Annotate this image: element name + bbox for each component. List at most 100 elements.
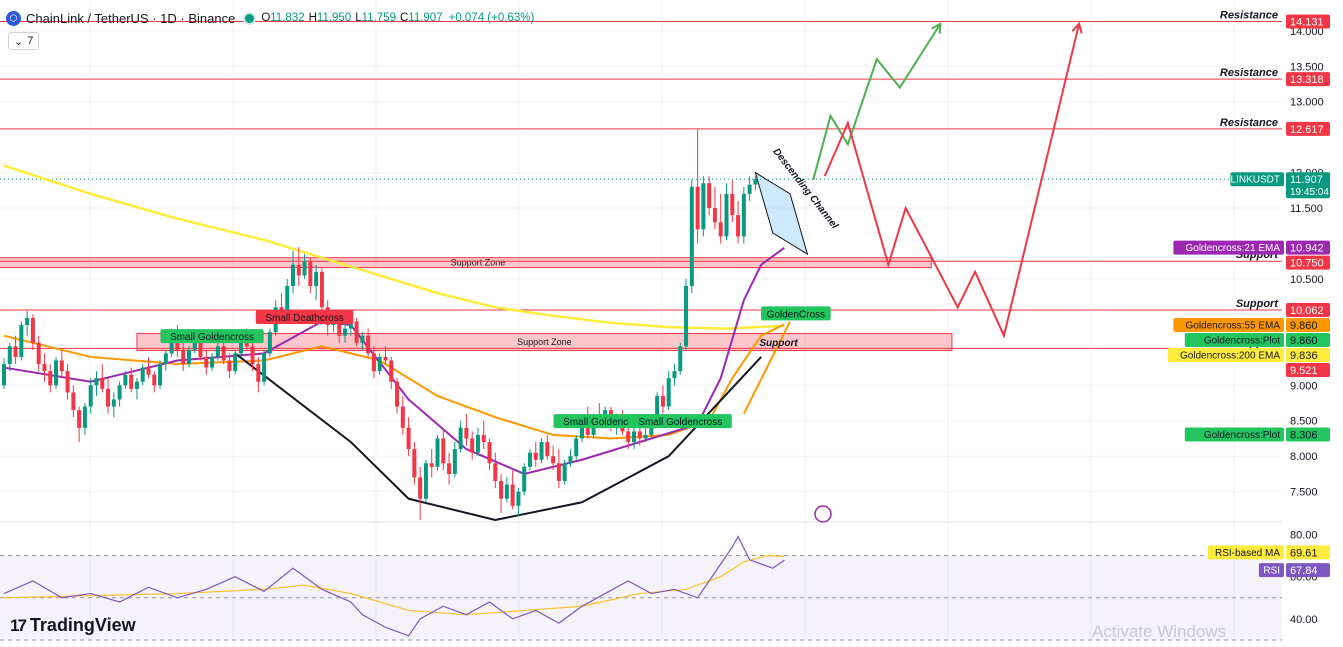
axis-label-price-value: 10.062 [1290,305,1324,317]
candle-body [163,353,168,365]
axis-label-price-badge [1286,121,1330,136]
candle-body [556,463,561,482]
candle-body [71,392,76,411]
rsi-ma-line [3,554,785,616]
price-axis-tick: 14.000 [1290,26,1324,38]
rsi-axis-tick: 40.00 [1290,614,1318,626]
candle-body [435,438,440,467]
axis-label-tag-label: LINKUSDT [1231,175,1280,186]
signal-badge [255,309,354,324]
candle-body [499,481,504,499]
rsi-axis-label-price-badge [1286,545,1330,560]
candle-body [227,360,232,372]
price-axis-tick: 8.500 [1290,416,1318,428]
tradingview-mark-icon: 17 [10,615,27,635]
candle-body [314,271,319,287]
candle-body [267,332,272,354]
candle-body [533,452,538,460]
candle-body [2,364,6,386]
candle-body [354,321,359,343]
signal-badge [761,306,831,321]
candle-body [741,193,746,237]
bullish-projection-path [812,23,942,180]
candle-body [181,349,186,365]
axis-label-price-badge [1286,318,1330,333]
candle-body [129,374,134,389]
cup-pattern-curve [234,352,762,521]
axis-label-price-badge [1286,14,1330,29]
indicator-count: 7 [27,35,34,47]
symbol-title[interactable]: ChainLink / TetherUS · 1D · Binance [26,10,236,26]
candle-body [146,367,151,375]
candle-body [470,438,475,453]
candle-body [724,193,729,237]
candle-body [418,477,423,499]
axis-label-price-value: 14.131 [1290,17,1324,29]
candle-body [296,264,301,276]
candle-body [19,325,24,357]
price-axis-tick: 7.500 [1290,487,1318,499]
tradingview-logo[interactable]: 17 TradingView [10,615,136,636]
candle-body [551,456,556,464]
bullish-arrow-head-icon [931,21,942,34]
candle-body [221,346,226,361]
level-label: Resistance [1220,10,1278,22]
candle-body [383,356,388,361]
support-zone-label: Support Zone [451,258,506,268]
candle-body [684,286,689,347]
candle-body [302,261,307,276]
price-axis-tick: 8.000 [1290,451,1318,463]
ohlc-open: O11.832 [261,12,305,24]
price-axis-tick: 13.500 [1290,61,1324,73]
candle-body [475,434,480,453]
candle-body [400,406,405,428]
axis-label-countdown: 19:45:04 [1290,187,1329,198]
market-status-icon [245,13,255,23]
candle-body [198,342,203,357]
candle-body [481,434,486,443]
candle-body [389,360,394,382]
candle-body [707,183,712,209]
bearish-arrow-head-icon [1071,21,1083,34]
candle-body [308,261,313,287]
windows-activation-watermark: Activate Windows [1092,622,1227,641]
axis-label-tag-label: Goldencross:Plot [1204,430,1280,441]
axis-label-price-value: 10.942 [1290,243,1324,255]
candle-body [59,360,64,372]
candle-body [140,367,145,382]
rsi-axis-label-price-value: 69.61 [1290,547,1318,559]
candle-body [77,410,82,428]
ohlc-high: H11.950 [308,12,352,24]
candle-body [504,484,509,499]
support-zone-label: Support Zone [517,337,572,347]
tradingview-wordmark: TradingView [29,615,136,635]
signal-badge-label: Small Goldencross [638,417,722,428]
signal-badge [160,329,264,344]
ohlc-low: L11.759 [355,12,396,24]
candle-body [655,395,660,421]
bearish-projection-path [823,23,1081,339]
candle-body [527,452,532,467]
candle-body [360,335,365,343]
candle-body [65,371,70,393]
candle-body [88,385,93,407]
candle-body [192,342,197,350]
candle-body [695,186,700,230]
indicators-toggle-button[interactable]: ⌄ 7 [8,32,40,50]
axis-label-tag [1173,240,1284,255]
axis-label-tag-label: Goldencross:21 EMA [1186,243,1281,254]
rsi-axis-label-tag-label: RSI-based MA [1215,548,1280,559]
candle-body [233,353,238,372]
candle-body [452,449,457,474]
level-label: Resistance [1220,67,1278,79]
axis-label-price-value: 8.306 [1290,429,1318,441]
candle-body [94,378,99,386]
chainlink-logo-icon: ⬡ [6,10,21,26]
candle-body [337,317,342,336]
candle-body [660,395,665,407]
candle-body [262,353,267,382]
axis-label-tag [1184,427,1284,442]
candle-body [747,184,752,194]
candle-body [250,346,255,365]
